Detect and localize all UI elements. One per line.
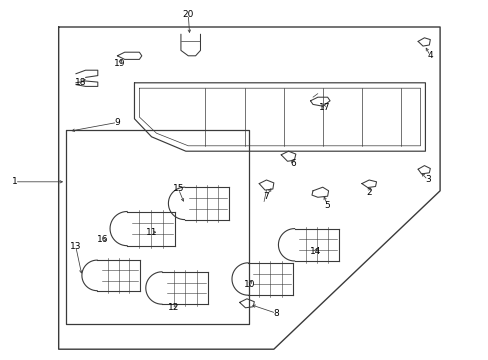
Text: 9: 9 xyxy=(114,118,120,127)
Text: 11: 11 xyxy=(145,228,157,237)
Text: 3: 3 xyxy=(424,175,430,184)
Text: 15: 15 xyxy=(172,184,184,193)
Text: 12: 12 xyxy=(167,303,179,312)
Text: 7: 7 xyxy=(263,192,269,201)
Text: 8: 8 xyxy=(273,309,279,318)
Text: 18: 18 xyxy=(75,78,86,87)
Text: 4: 4 xyxy=(427,51,432,60)
Text: 5: 5 xyxy=(324,201,330,210)
Text: 2: 2 xyxy=(366,188,371,197)
Text: 6: 6 xyxy=(290,159,296,168)
Text: 16: 16 xyxy=(97,235,108,244)
Text: 14: 14 xyxy=(309,247,321,256)
Text: 10: 10 xyxy=(243,280,255,289)
Text: 19: 19 xyxy=(114,58,125,68)
Text: 13: 13 xyxy=(70,242,81,251)
Text: 20: 20 xyxy=(182,10,194,19)
Text: 17: 17 xyxy=(319,104,330,112)
Text: 1: 1 xyxy=(12,177,18,186)
